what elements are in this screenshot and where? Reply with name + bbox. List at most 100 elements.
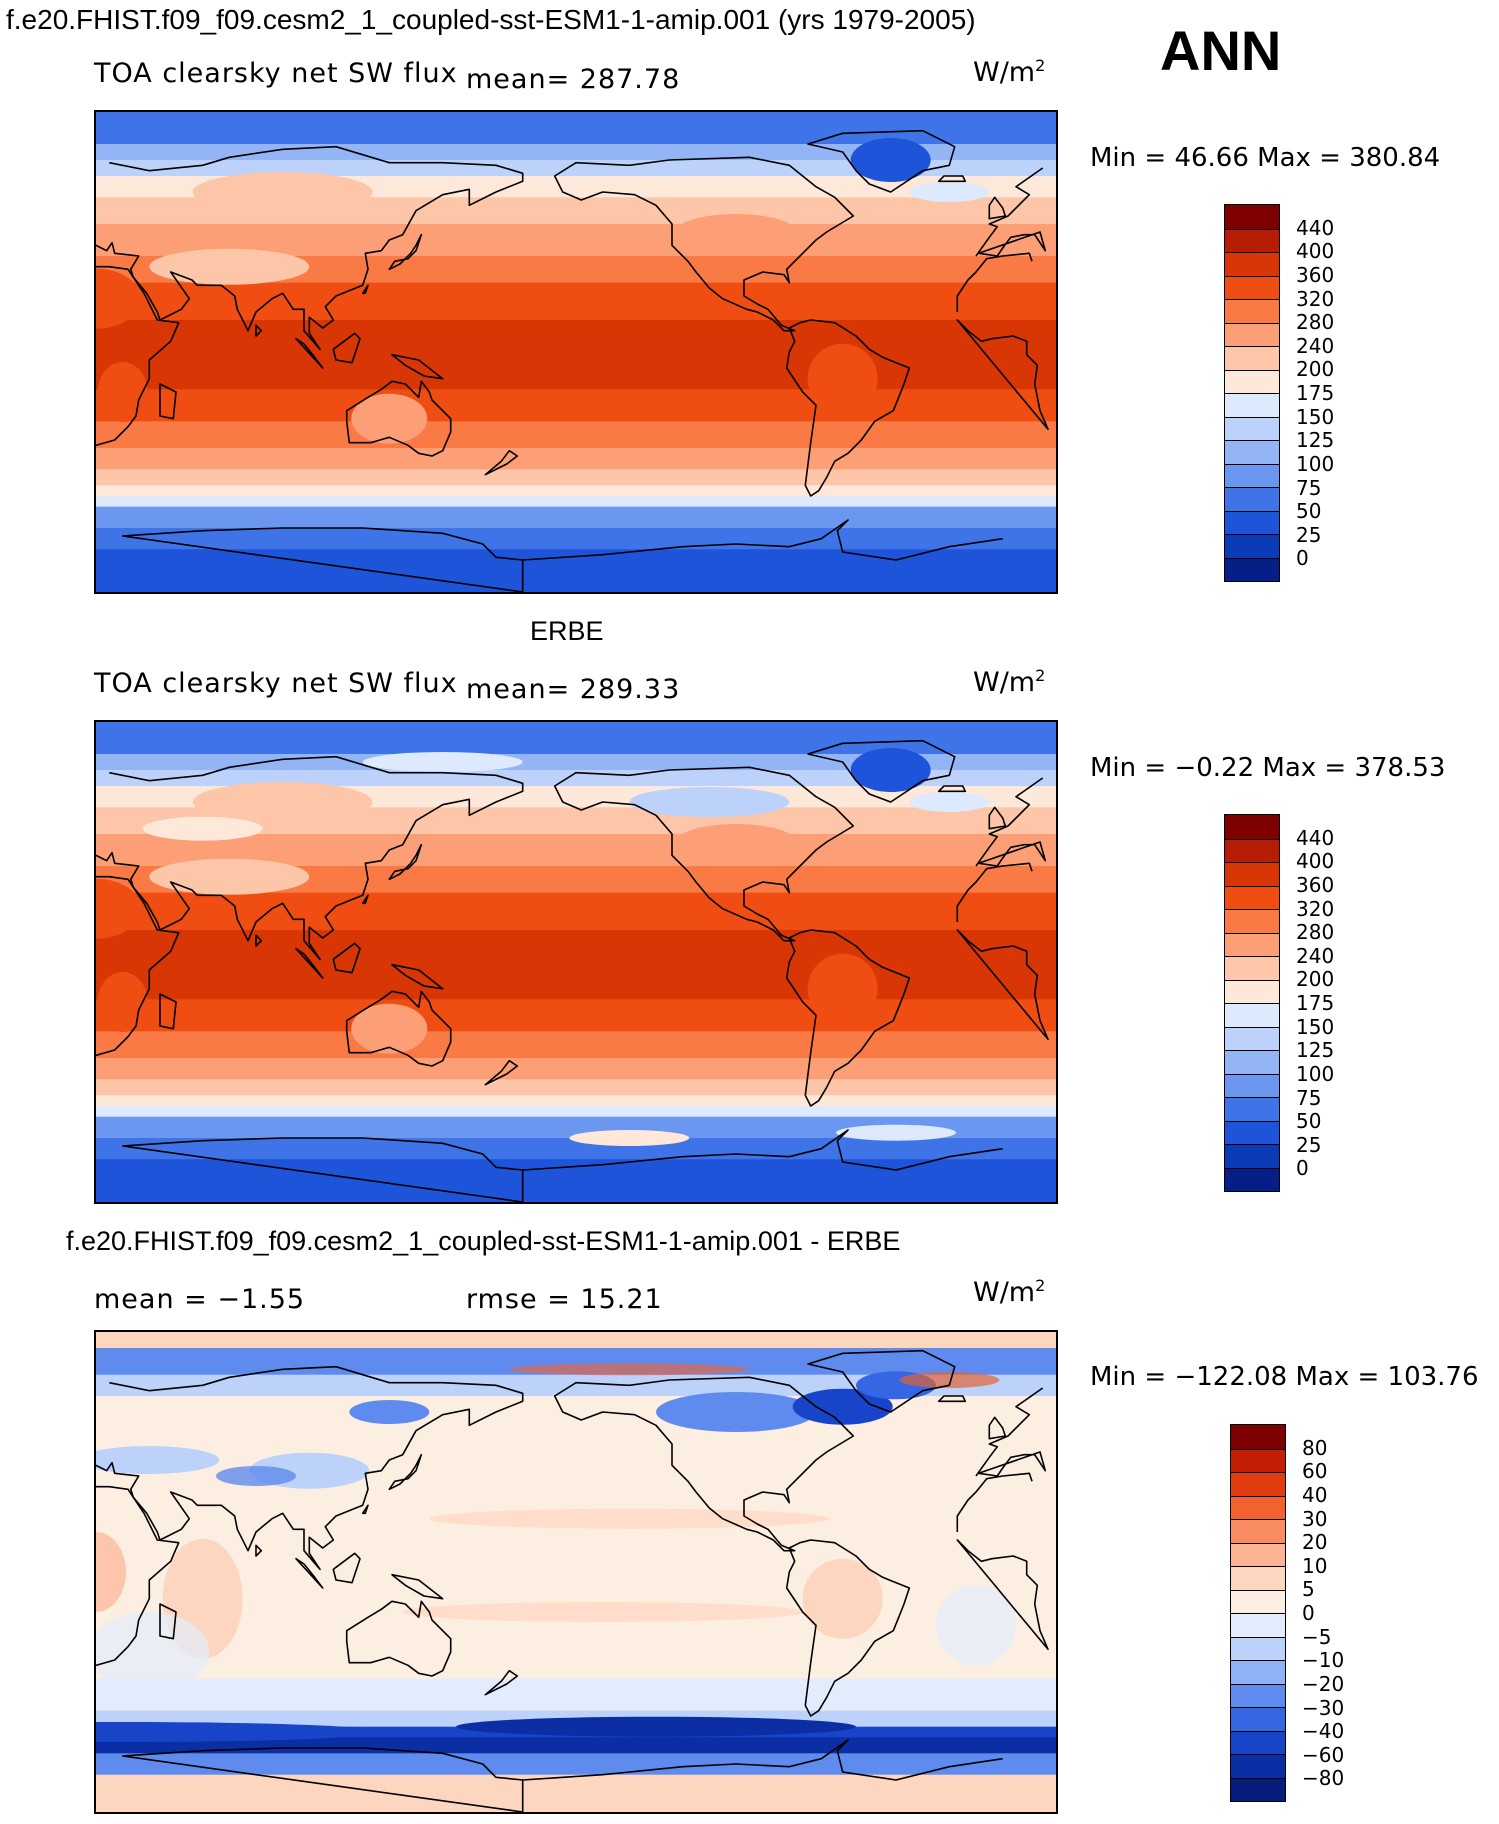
- panel2-minmax: Min = −0.22 Max = 378.53: [1090, 753, 1446, 783]
- colorbar-tick-label: 75: [1296, 475, 1322, 500]
- colorbar-swatch: [1225, 815, 1279, 839]
- colorbar-swatch: [1225, 487, 1279, 511]
- colorbar-swatch: [1225, 299, 1279, 323]
- colorbar-swatch: [1225, 463, 1279, 487]
- colorbar-swatch: [1225, 1144, 1279, 1168]
- colorbar-swatch: [1225, 369, 1279, 393]
- colorbar-swatch: [1225, 838, 1279, 862]
- panel1-map: [94, 110, 1058, 594]
- colorbar-swatch: [1231, 1730, 1285, 1754]
- colorbar-swatch: [1225, 1097, 1279, 1121]
- colorbar-swatch: [1225, 228, 1279, 252]
- map-canvas: [96, 722, 1056, 1202]
- panel3-colorbar: [1230, 1424, 1286, 1802]
- main-title: f.e20.FHIST.f09_f09.cesm2_1_coupled-sst-…: [6, 4, 976, 35]
- colorbar-tick-label: 360: [1296, 872, 1335, 897]
- panel3-heading: f.e20.FHIST.f09_f09.cesm2_1_coupled-sst-…: [66, 1226, 901, 1256]
- panel2-map: [94, 720, 1058, 1204]
- colorbar-tick-label: 50: [1296, 1109, 1322, 1134]
- colorbar-tick-label: 5: [1302, 1577, 1315, 1602]
- colorbar-swatch: [1225, 909, 1279, 933]
- colorbar-swatch: [1231, 1589, 1285, 1613]
- colorbar-tick-label: 40: [1302, 1482, 1328, 1507]
- colorbar-tick-label: 320: [1296, 896, 1335, 921]
- colorbar-swatch: [1231, 1519, 1285, 1543]
- colorbar-swatch: [1225, 1026, 1279, 1050]
- colorbar-tick-label: 80: [1302, 1435, 1328, 1460]
- colorbar-swatch: [1225, 1073, 1279, 1097]
- colorbar-tick-label: 400: [1296, 239, 1335, 264]
- panel3-minmax: Min = −122.08 Max = 103.76: [1090, 1362, 1479, 1392]
- colorbar-tick-label: 175: [1296, 381, 1335, 405]
- panel2-units: W/m2: [973, 666, 1046, 698]
- map-canvas: [96, 112, 1056, 592]
- colorbar-tick-label: 200: [1296, 357, 1335, 382]
- panel1-colorbar: [1224, 204, 1280, 582]
- colorbar-tick-label: 240: [1296, 943, 1335, 968]
- colorbar-tick-label: 60: [1302, 1459, 1328, 1484]
- colorbar-tick-label: 100: [1296, 1061, 1335, 1086]
- colorbar-tick-label: 280: [1296, 920, 1335, 945]
- colorbar-tick-label: −80: [1302, 1766, 1345, 1791]
- panel2-colorbar: [1224, 814, 1280, 1192]
- panel3-map: [94, 1330, 1058, 1814]
- colorbar-tick-label: −10: [1302, 1648, 1345, 1673]
- colorbar-tick-label: 10: [1302, 1553, 1328, 1578]
- colorbar-tick-label: 440: [1296, 215, 1335, 240]
- colorbar-swatch: [1225, 1050, 1279, 1074]
- panel1-mean: mean= 287.78: [466, 64, 681, 95]
- colorbar-tick-label: −5: [1302, 1624, 1332, 1649]
- colorbar-swatch: [1231, 1425, 1285, 1449]
- colorbar-tick-label: −60: [1302, 1742, 1345, 1767]
- map-canvas: [96, 1332, 1056, 1812]
- colorbar-tick-label: 0: [1302, 1601, 1315, 1625]
- colorbar-swatch: [1231, 1683, 1285, 1707]
- colorbar-tick-label: −30: [1302, 1695, 1345, 1720]
- colorbar-swatch: [1225, 932, 1279, 956]
- colorbar-swatch: [1231, 1754, 1285, 1778]
- colorbar-tick-label: 25: [1296, 1132, 1322, 1157]
- colorbar-swatch: [1225, 557, 1279, 581]
- panel2-mean: mean= 289.33: [466, 674, 681, 705]
- panel2-variable: TOA clearsky net SW flux: [94, 668, 458, 699]
- colorbar-tick-label: 100: [1296, 451, 1335, 476]
- colorbar-swatch: [1225, 1003, 1279, 1027]
- colorbar-tick-label: 0: [1296, 546, 1309, 571]
- colorbar-swatch: [1225, 440, 1279, 464]
- colorbar-swatch: [1225, 510, 1279, 534]
- colorbar-swatch: [1225, 1120, 1279, 1144]
- colorbar-tick-label: 125: [1296, 428, 1335, 453]
- colorbar-swatch: [1225, 205, 1279, 229]
- colorbar-tick-label: −20: [1302, 1671, 1345, 1696]
- colorbar-tick-label: 360: [1296, 262, 1335, 287]
- colorbar-tick-label: 125: [1296, 1038, 1335, 1063]
- colorbar-tick-label: 150: [1296, 1014, 1335, 1039]
- colorbar-swatch: [1231, 1613, 1285, 1637]
- colorbar-swatch: [1225, 393, 1279, 417]
- colorbar-swatch: [1225, 1167, 1279, 1191]
- colorbar-tick-label: 30: [1302, 1506, 1328, 1531]
- colorbar-tick-label: 0: [1296, 1156, 1309, 1181]
- colorbar-tick-label: 240: [1296, 333, 1335, 358]
- colorbar-swatch: [1231, 1542, 1285, 1566]
- colorbar-swatch: [1231, 1777, 1285, 1801]
- colorbar-swatch: [1225, 885, 1279, 909]
- panel1-variable: TOA clearsky net SW flux: [94, 58, 458, 89]
- colorbar-tick-label: 200: [1296, 967, 1335, 992]
- colorbar-tick-label: 175: [1296, 991, 1335, 1015]
- colorbar-tick-label: 150: [1296, 404, 1335, 429]
- colorbar-tick-label: −40: [1302, 1719, 1345, 1744]
- colorbar-swatch: [1225, 956, 1279, 980]
- colorbar-swatch: [1225, 534, 1279, 558]
- colorbar-swatch: [1225, 322, 1279, 346]
- colorbar-swatch: [1225, 416, 1279, 440]
- panel2-heading: ERBE: [530, 616, 604, 646]
- colorbar-swatch: [1231, 1566, 1285, 1590]
- colorbar-tick-label: 320: [1296, 286, 1335, 311]
- colorbar-swatch: [1225, 979, 1279, 1003]
- panel3-mean: mean = −1.55: [94, 1284, 306, 1315]
- colorbar-swatch: [1231, 1636, 1285, 1660]
- panel3-units: W/m2: [973, 1276, 1046, 1308]
- colorbar-tick-label: 440: [1296, 825, 1335, 850]
- colorbar-tick-label: 400: [1296, 849, 1335, 874]
